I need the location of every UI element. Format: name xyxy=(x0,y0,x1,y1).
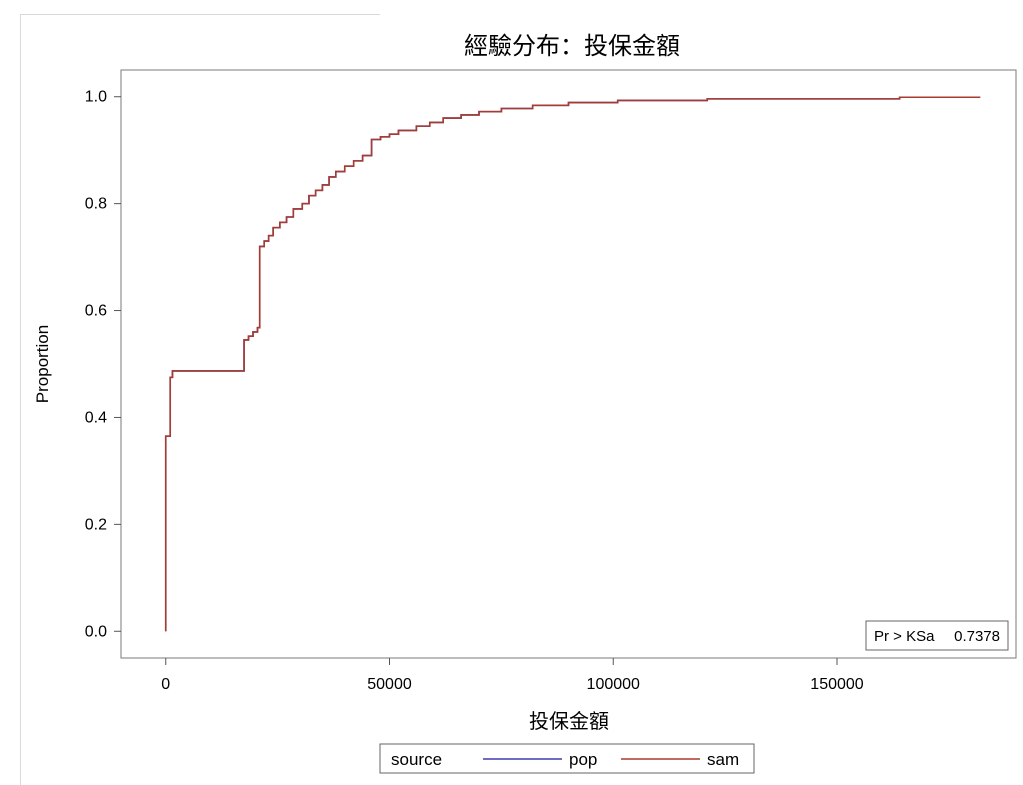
chart-frame xyxy=(20,14,1023,785)
ks-inset-frame xyxy=(865,620,1009,651)
y-tick-label: 0.2 xyxy=(85,516,107,533)
x-axis-label: 投保金額 xyxy=(529,709,609,733)
y-tick-label: 0.8 xyxy=(85,196,107,213)
chart-title: 經驗分布：投保金額 xyxy=(464,32,680,60)
y-axis-label: Proportion xyxy=(33,325,52,403)
plot-area xyxy=(120,69,1017,659)
y-tick-label: 1.0 xyxy=(85,89,107,106)
y-axis: 0.0 0.2 0.4 0.6 0.8 1.0 xyxy=(85,89,121,640)
ks-inset-value: 0.7378 xyxy=(954,628,1000,645)
x-tick-label: 100000 xyxy=(587,676,640,693)
y-tick-label: 0.0 xyxy=(85,623,107,640)
y-tick-label: 0.6 xyxy=(85,303,107,320)
y-tick-label: 0.4 xyxy=(85,409,107,426)
series-line-sam xyxy=(164,96,981,632)
ks-inset-box: Pr > KSa 0.7378 xyxy=(865,620,1009,651)
series-layer xyxy=(164,96,981,632)
legend-title: source xyxy=(391,750,442,769)
frame-left-edge xyxy=(20,14,21,785)
x-tick-label: 150000 xyxy=(810,676,863,693)
frame-top-edge xyxy=(20,14,380,15)
x-tick-label: 50000 xyxy=(367,676,412,693)
x-tick-label: 0 xyxy=(161,676,170,693)
x-axis: 0 50000 100000 150000 xyxy=(161,658,864,693)
legend-label-sam: sam xyxy=(707,750,739,769)
ks-inset-label: Pr > KSa xyxy=(874,628,935,645)
legend: source pop sam xyxy=(379,743,755,774)
legend-label-pop: pop xyxy=(569,750,597,769)
